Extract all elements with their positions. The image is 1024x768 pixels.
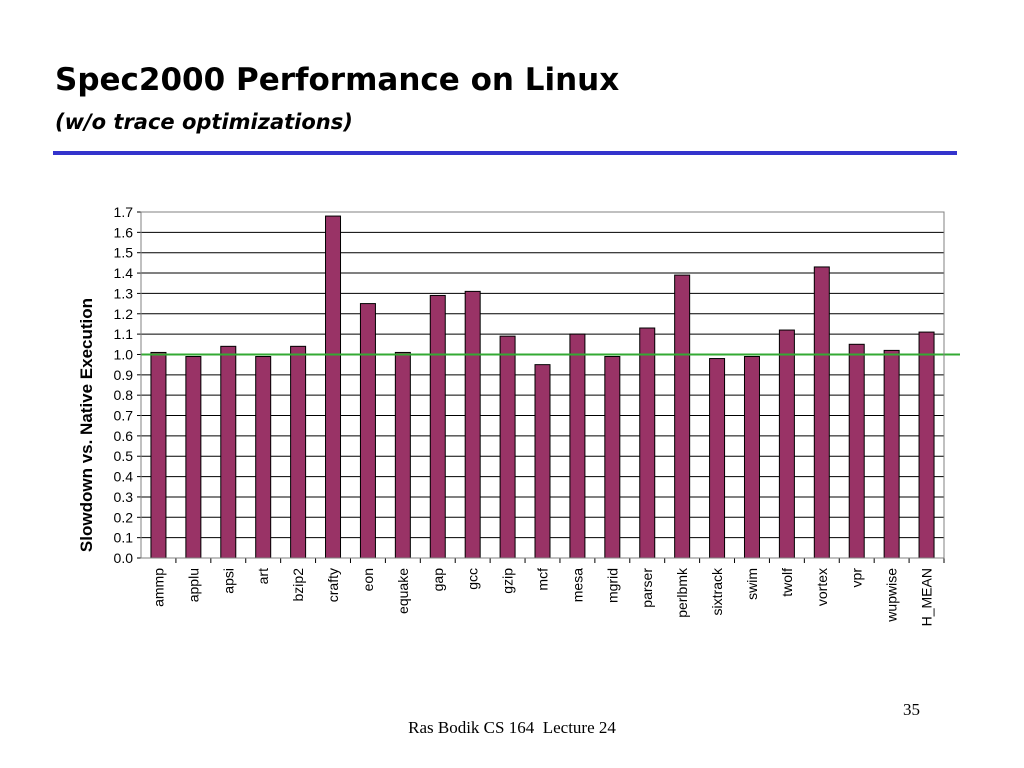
- bar-vpr: [848, 343, 865, 559]
- x-tick-label-equake: equake: [395, 568, 411, 614]
- x-tick-label-vpr: vpr: [849, 568, 865, 588]
- bar-eon: [359, 303, 376, 559]
- bars: [150, 215, 935, 559]
- y-tick-label: 0.3: [114, 489, 134, 505]
- x-tick-label-perlbmk: perlbmk: [674, 567, 690, 618]
- bar-swim: [743, 356, 760, 559]
- x-tick-label-swim: swim: [744, 568, 760, 600]
- page-number: 35: [903, 700, 920, 719]
- y-tick-label: 1.2: [114, 306, 134, 322]
- x-tick-label-H_MEAN: H_MEAN: [919, 568, 935, 626]
- x-tick-label-bzip2: bzip2: [290, 568, 306, 602]
- bar-mgrid: [604, 356, 621, 559]
- slide-title: Spec2000 Performance on Linux: [55, 62, 620, 98]
- bar-sixtrack: [709, 358, 726, 559]
- y-axis-title: Slowdown vs. Native Execution: [77, 298, 96, 552]
- x-tick-label-art: art: [255, 568, 271, 584]
- x-tick-label-ammp: ammp: [150, 568, 166, 607]
- y-tick-label: 0.7: [114, 408, 134, 424]
- x-axis-labels: ammp applu apsi art bzip2 crafty eon equake gap g…: [150, 558, 945, 626]
- x-tick-label-applu: applu: [185, 568, 201, 602]
- y-tick-label: 0.0: [114, 550, 134, 566]
- x-tick-label-apsi: apsi: [220, 568, 236, 594]
- bar-wupwise: [883, 349, 900, 559]
- bar-vortex: [813, 266, 830, 559]
- x-tick-label-sixtrack: sixtrack: [709, 567, 725, 615]
- x-tick-label-gzip: gzip: [500, 568, 516, 594]
- y-tick-label: 1.3: [114, 285, 134, 301]
- y-tick-label: 1.0: [114, 346, 134, 362]
- y-tick-label: 0.8: [114, 387, 134, 403]
- x-tick-label-twolf: twolf: [779, 568, 795, 597]
- bar-mcf: [534, 364, 551, 559]
- y-tick-label: 0.6: [114, 428, 134, 444]
- x-tick-label-eon: eon: [360, 568, 376, 591]
- bar-bzip2: [290, 345, 307, 559]
- bar-crafty: [325, 215, 342, 559]
- title-divider: [53, 151, 957, 155]
- bar-ammp: [150, 351, 167, 559]
- x-tick-label-mesa: mesa: [569, 568, 585, 602]
- bar-applu: [185, 356, 202, 559]
- x-tick-label-gcc: gcc: [465, 568, 481, 590]
- x-tick-label-gap: gap: [430, 568, 446, 592]
- y-tick-label: 0.5: [114, 448, 134, 464]
- y-tick-label: 1.6: [114, 224, 134, 240]
- footer-text: Ras Bodik CS 164 Lecture 24: [408, 718, 616, 737]
- y-tick-label: 0.2: [114, 509, 134, 525]
- y-tick-label: 1.4: [114, 265, 134, 281]
- x-tick-label-mgrid: mgrid: [604, 568, 620, 603]
- x-tick-label-parser: parser: [639, 568, 655, 608]
- bar-equake: [394, 351, 411, 559]
- slide-subtitle: (w/o trace optimizations): [55, 110, 353, 134]
- bar-apsi: [220, 345, 237, 559]
- x-tick-label-vortex: vortex: [814, 568, 830, 606]
- x-tick-label-wupwise: wupwise: [884, 568, 900, 623]
- x-tick-label-crafty: crafty: [325, 568, 341, 602]
- bar-H_MEAN: [918, 331, 935, 559]
- bar-gcc: [464, 290, 481, 559]
- y-tick-label: 0.1: [114, 530, 134, 546]
- y-tick-label: 1.1: [114, 326, 134, 342]
- bar-parser: [639, 327, 656, 559]
- bar-perlbmk: [674, 274, 691, 559]
- bar-twolf: [778, 329, 795, 559]
- bar-gap: [429, 294, 446, 559]
- bar-art: [255, 356, 272, 559]
- y-tick-label: 1.7: [114, 204, 134, 220]
- y-tick-label: 0.4: [114, 469, 134, 485]
- y-tick-label: 0.9: [114, 367, 134, 383]
- x-tick-label-mcf: mcf: [535, 568, 551, 591]
- bar-gzip: [499, 335, 516, 559]
- y-tick-label: 1.5: [114, 245, 134, 261]
- plot-area-frame: [140, 211, 945, 559]
- bar-mesa: [569, 333, 586, 559]
- y-axis-ticks: 0.0 0.1 0.2 0.3 0.4 0.5 0.6 0.7 0.8 0.9 1.0 1.1 1.2 1…: [114, 204, 141, 566]
